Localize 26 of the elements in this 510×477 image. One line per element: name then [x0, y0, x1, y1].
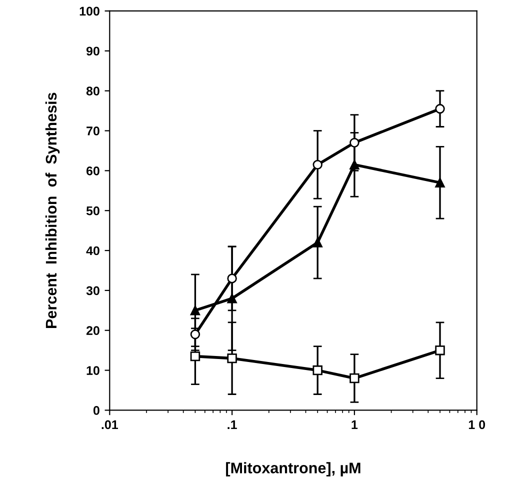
x-axis-title: [Mitoxantrone], µM: [226, 462, 360, 476]
point: [190, 330, 200, 340]
y-tick-label: 90: [86, 46, 100, 56]
y-tick-label: 10: [86, 366, 100, 375]
y-tick-label: 0: [93, 406, 100, 415]
y-tick-label: 60: [86, 166, 100, 176]
y-tick-label: 30: [86, 286, 100, 296]
x-tick-label: 1 0: [468, 420, 486, 430]
x-tick-label: .1: [228, 420, 237, 429]
point: [435, 104, 445, 114]
point: [190, 306, 200, 316]
point: [312, 365, 322, 376]
y-tick-label: 100: [80, 6, 100, 16]
point: [435, 178, 445, 188]
y-tick-label: 70: [86, 126, 100, 136]
x-tick-label: 1: [352, 420, 358, 429]
point: [312, 160, 322, 170]
point: [312, 238, 322, 248]
x-tick-label: .01: [102, 420, 118, 430]
y-axis-title: Percent Inhibition of Synthesis: [45, 92, 60, 328]
y-tick-label: 80: [86, 86, 100, 96]
point: [435, 345, 445, 356]
y-tick-label: 40: [86, 246, 100, 256]
y-tick-label: 20: [86, 326, 100, 336]
y-tick-label: 50: [86, 206, 100, 216]
point: [190, 351, 200, 362]
